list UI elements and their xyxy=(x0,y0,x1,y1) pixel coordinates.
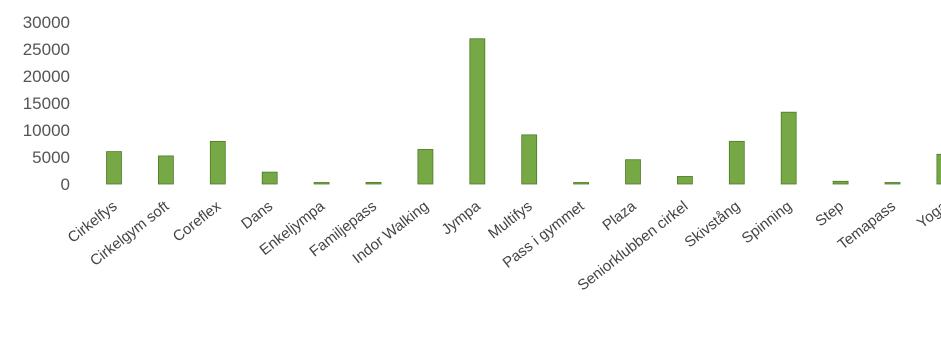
y-tick-label: 30000 xyxy=(23,13,70,32)
bar xyxy=(209,140,226,185)
x-category-label: Plaza xyxy=(599,197,640,234)
bar xyxy=(157,155,174,185)
x-category-label: Spinning xyxy=(739,198,795,247)
bar xyxy=(832,180,849,185)
x-category-label: Jympa xyxy=(438,197,484,238)
y-tick-label: 10000 xyxy=(23,121,70,140)
x-category-label: Temapass xyxy=(835,198,899,253)
y-tick-label: 0 xyxy=(61,175,70,194)
y-tick-label: 15000 xyxy=(23,94,70,113)
bar xyxy=(365,181,382,185)
y-tick-label: 20000 xyxy=(23,67,70,86)
bar xyxy=(106,151,122,185)
x-category-label: Dans xyxy=(238,198,276,233)
bar xyxy=(521,134,538,185)
bar xyxy=(677,176,693,185)
x-category-label: Yoga xyxy=(914,197,941,232)
y-tick-label: 25000 xyxy=(23,40,70,59)
bar xyxy=(625,159,641,185)
bar xyxy=(728,140,745,185)
bar xyxy=(469,38,486,185)
bar xyxy=(417,149,434,185)
y-tick-label: 5000 xyxy=(32,148,70,167)
bar xyxy=(313,182,330,185)
x-category-label: Skivstång xyxy=(682,198,744,251)
bars xyxy=(106,38,941,185)
x-category-label: Step xyxy=(812,198,847,230)
bar xyxy=(884,182,901,185)
y-axis: 0 5000 10000 15000 20000 25000 30000 xyxy=(23,13,70,194)
bar xyxy=(261,171,278,185)
bar xyxy=(780,111,797,185)
bar xyxy=(573,182,589,185)
x-category-label: Coreflex xyxy=(170,197,225,245)
bar xyxy=(936,153,941,185)
